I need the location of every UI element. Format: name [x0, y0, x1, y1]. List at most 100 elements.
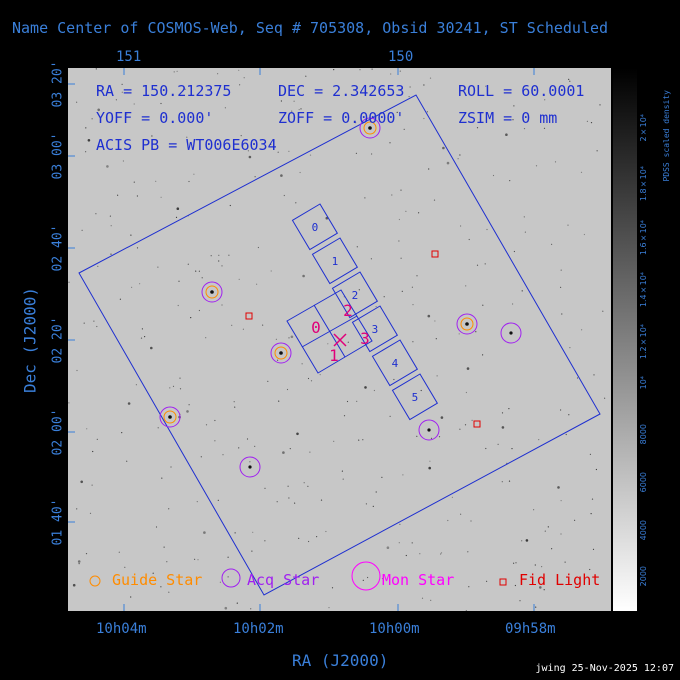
bg-star	[197, 559, 199, 561]
bg-star	[574, 519, 576, 521]
bg-star	[355, 122, 357, 124]
bg-star	[459, 428, 461, 430]
bg-star	[221, 304, 223, 306]
bg-star	[68, 281, 70, 283]
bg-star	[87, 139, 91, 142]
bg-star	[471, 419, 473, 421]
bg-star	[144, 336, 146, 338]
bg-star	[78, 563, 80, 565]
bg-star	[151, 135, 153, 137]
bg-star	[515, 562, 517, 564]
bg-star	[242, 328, 244, 330]
bg-star	[375, 491, 377, 493]
bg-star	[136, 195, 138, 197]
bg-star	[381, 476, 383, 478]
bg-star	[568, 78, 570, 80]
fid-light-2	[473, 420, 481, 428]
bg-star	[521, 290, 523, 292]
bg-star	[121, 83, 123, 85]
bg-star	[347, 341, 349, 343]
info-yoff: YOFF = 0.000'	[96, 109, 214, 127]
bg-star	[155, 180, 157, 182]
bg-star	[476, 127, 479, 129]
bg-star	[544, 530, 546, 532]
bg-star	[257, 246, 259, 249]
acq-only-star-1	[427, 428, 431, 432]
bg-star	[288, 337, 290, 339]
bg-star	[590, 122, 593, 124]
page-title: Name Center of COSMOS-Web, Seq # 705308,…	[12, 19, 609, 37]
bg-star	[400, 189, 402, 191]
bg-star	[592, 548, 595, 550]
bg-star	[179, 388, 182, 390]
bg-star	[170, 466, 172, 468]
y-tick-5: 02 00'	[50, 408, 66, 456]
bg-star	[228, 254, 230, 256]
bg-star	[140, 337, 143, 339]
ccd-chip-1	[311, 237, 359, 285]
bg-star	[497, 443, 499, 445]
bg-star	[470, 520, 472, 522]
bg-star	[465, 285, 467, 287]
bg-star	[296, 432, 299, 436]
bg-star	[408, 96, 410, 98]
bg-star	[118, 551, 120, 553]
bg-star	[409, 86, 411, 88]
guide-ring-1	[205, 285, 219, 299]
bg-star	[381, 578, 384, 580]
bg-star	[512, 303, 514, 305]
bg-star	[198, 270, 200, 272]
bg-star	[447, 519, 449, 522]
bg-star	[580, 171, 583, 173]
bg-star	[295, 202, 297, 204]
bg-star	[264, 487, 266, 489]
ccd-chip-5	[391, 373, 439, 421]
bg-star	[436, 375, 438, 377]
bg-star	[412, 341, 414, 343]
bg-star	[396, 111, 398, 113]
bg-star	[286, 388, 289, 391]
bg-star	[136, 247, 139, 249]
bg-star	[252, 531, 254, 533]
bg-star	[221, 265, 223, 267]
bg-star	[277, 151, 279, 153]
bg-star	[188, 404, 190, 406]
bg-star	[373, 389, 375, 392]
bg-star	[238, 447, 240, 449]
bg-star	[127, 402, 131, 405]
bg-star	[217, 73, 219, 75]
legend-fid-icon	[499, 578, 507, 586]
bg-star	[557, 486, 560, 489]
bg-star	[486, 228, 488, 231]
bg-star	[130, 596, 132, 598]
bg-star	[459, 154, 461, 156]
bg-star	[437, 579, 440, 581]
bg-star	[429, 77, 432, 79]
bg-star	[508, 408, 510, 410]
bg-star	[288, 150, 290, 152]
bg-star	[538, 439, 540, 441]
legend-guide-icon	[89, 575, 101, 587]
bg-star	[157, 427, 159, 429]
bg-star	[371, 85, 373, 87]
bg-star	[534, 564, 536, 566]
bg-star	[186, 410, 189, 413]
bg-star	[95, 213, 97, 215]
bg-star	[560, 533, 562, 535]
bg-star	[130, 234, 132, 236]
bg-star	[133, 103, 135, 105]
bg-star	[251, 550, 253, 552]
bg-star	[375, 306, 377, 308]
bg-star	[168, 591, 170, 593]
bg-star	[458, 333, 460, 335]
bg-star	[398, 218, 400, 221]
bg-star	[166, 561, 168, 563]
bg-star	[416, 275, 418, 277]
ccd-label-1: 1	[332, 255, 339, 268]
bg-star	[492, 174, 495, 177]
bg-star	[91, 118, 93, 120]
bg-star	[440, 552, 443, 554]
guide-ring-2	[274, 346, 288, 360]
aimpoint-x-b	[333, 333, 347, 347]
ccd-chip-4	[371, 339, 419, 387]
